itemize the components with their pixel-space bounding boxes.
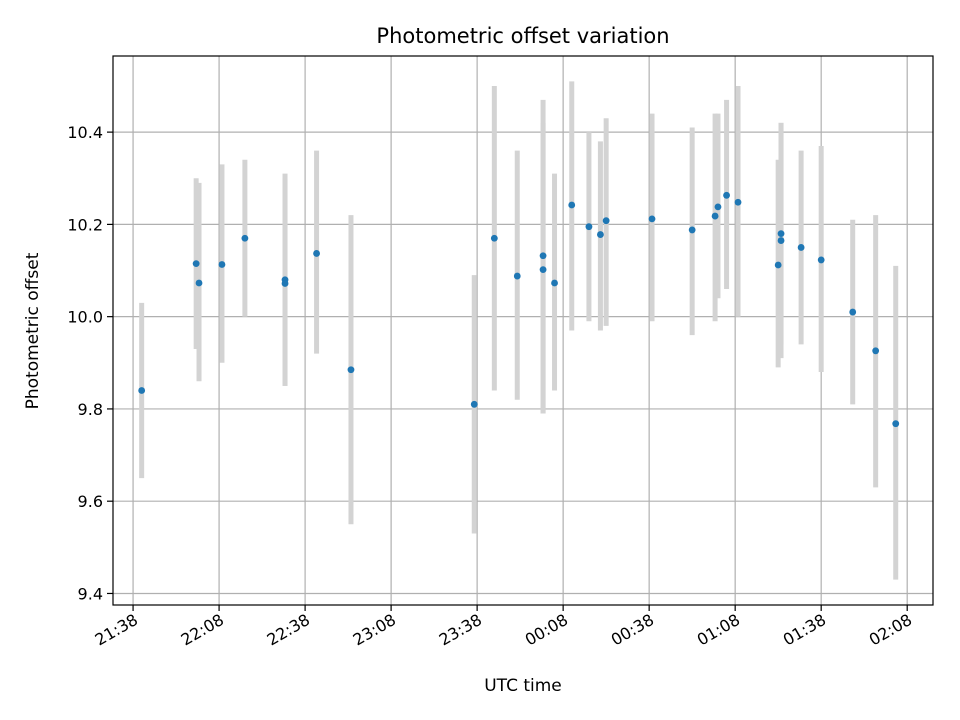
data-point [241, 234, 249, 242]
data-point [723, 191, 730, 199]
chart-title: Photometric offset variation [376, 24, 669, 48]
data-point [551, 279, 558, 287]
data-point [872, 347, 880, 355]
x-axis-label: UTC time [484, 676, 562, 696]
data-point [849, 308, 857, 316]
data-point [817, 256, 825, 264]
data-point [774, 261, 782, 269]
data-point [539, 266, 547, 274]
data-point [490, 234, 498, 242]
data-point [797, 244, 805, 251]
y-tick-label: 10.0 [67, 308, 103, 327]
data-point [734, 198, 742, 206]
data-point [313, 250, 320, 257]
data-point [138, 387, 146, 394]
data-point [602, 217, 610, 225]
y-axis-label: Photometric offset [23, 252, 43, 409]
data-point [777, 230, 785, 238]
data-point [568, 201, 576, 209]
plot-frame [112, 55, 934, 606]
data-point [539, 252, 547, 260]
data-point [648, 215, 656, 223]
data-point [513, 272, 521, 280]
data-point [777, 237, 785, 244]
data-point [597, 231, 604, 238]
data-point [192, 260, 200, 268]
y-tick-label: 9.4 [78, 584, 103, 603]
data-point [688, 226, 696, 234]
data-point [714, 203, 722, 211]
data-point [585, 223, 593, 231]
data-point [281, 280, 289, 287]
data-point [347, 366, 355, 374]
data-point [711, 212, 719, 220]
data-point [470, 400, 478, 408]
y-tick-label: 9.8 [78, 400, 103, 419]
y-tick-label: 9.6 [78, 492, 103, 511]
y-tick-label: 10.2 [67, 215, 103, 234]
data-points [138, 191, 900, 428]
y-tick-label: 10.4 [67, 123, 103, 142]
data-point [218, 261, 226, 268]
data-point [195, 279, 203, 287]
data-point [892, 420, 900, 428]
